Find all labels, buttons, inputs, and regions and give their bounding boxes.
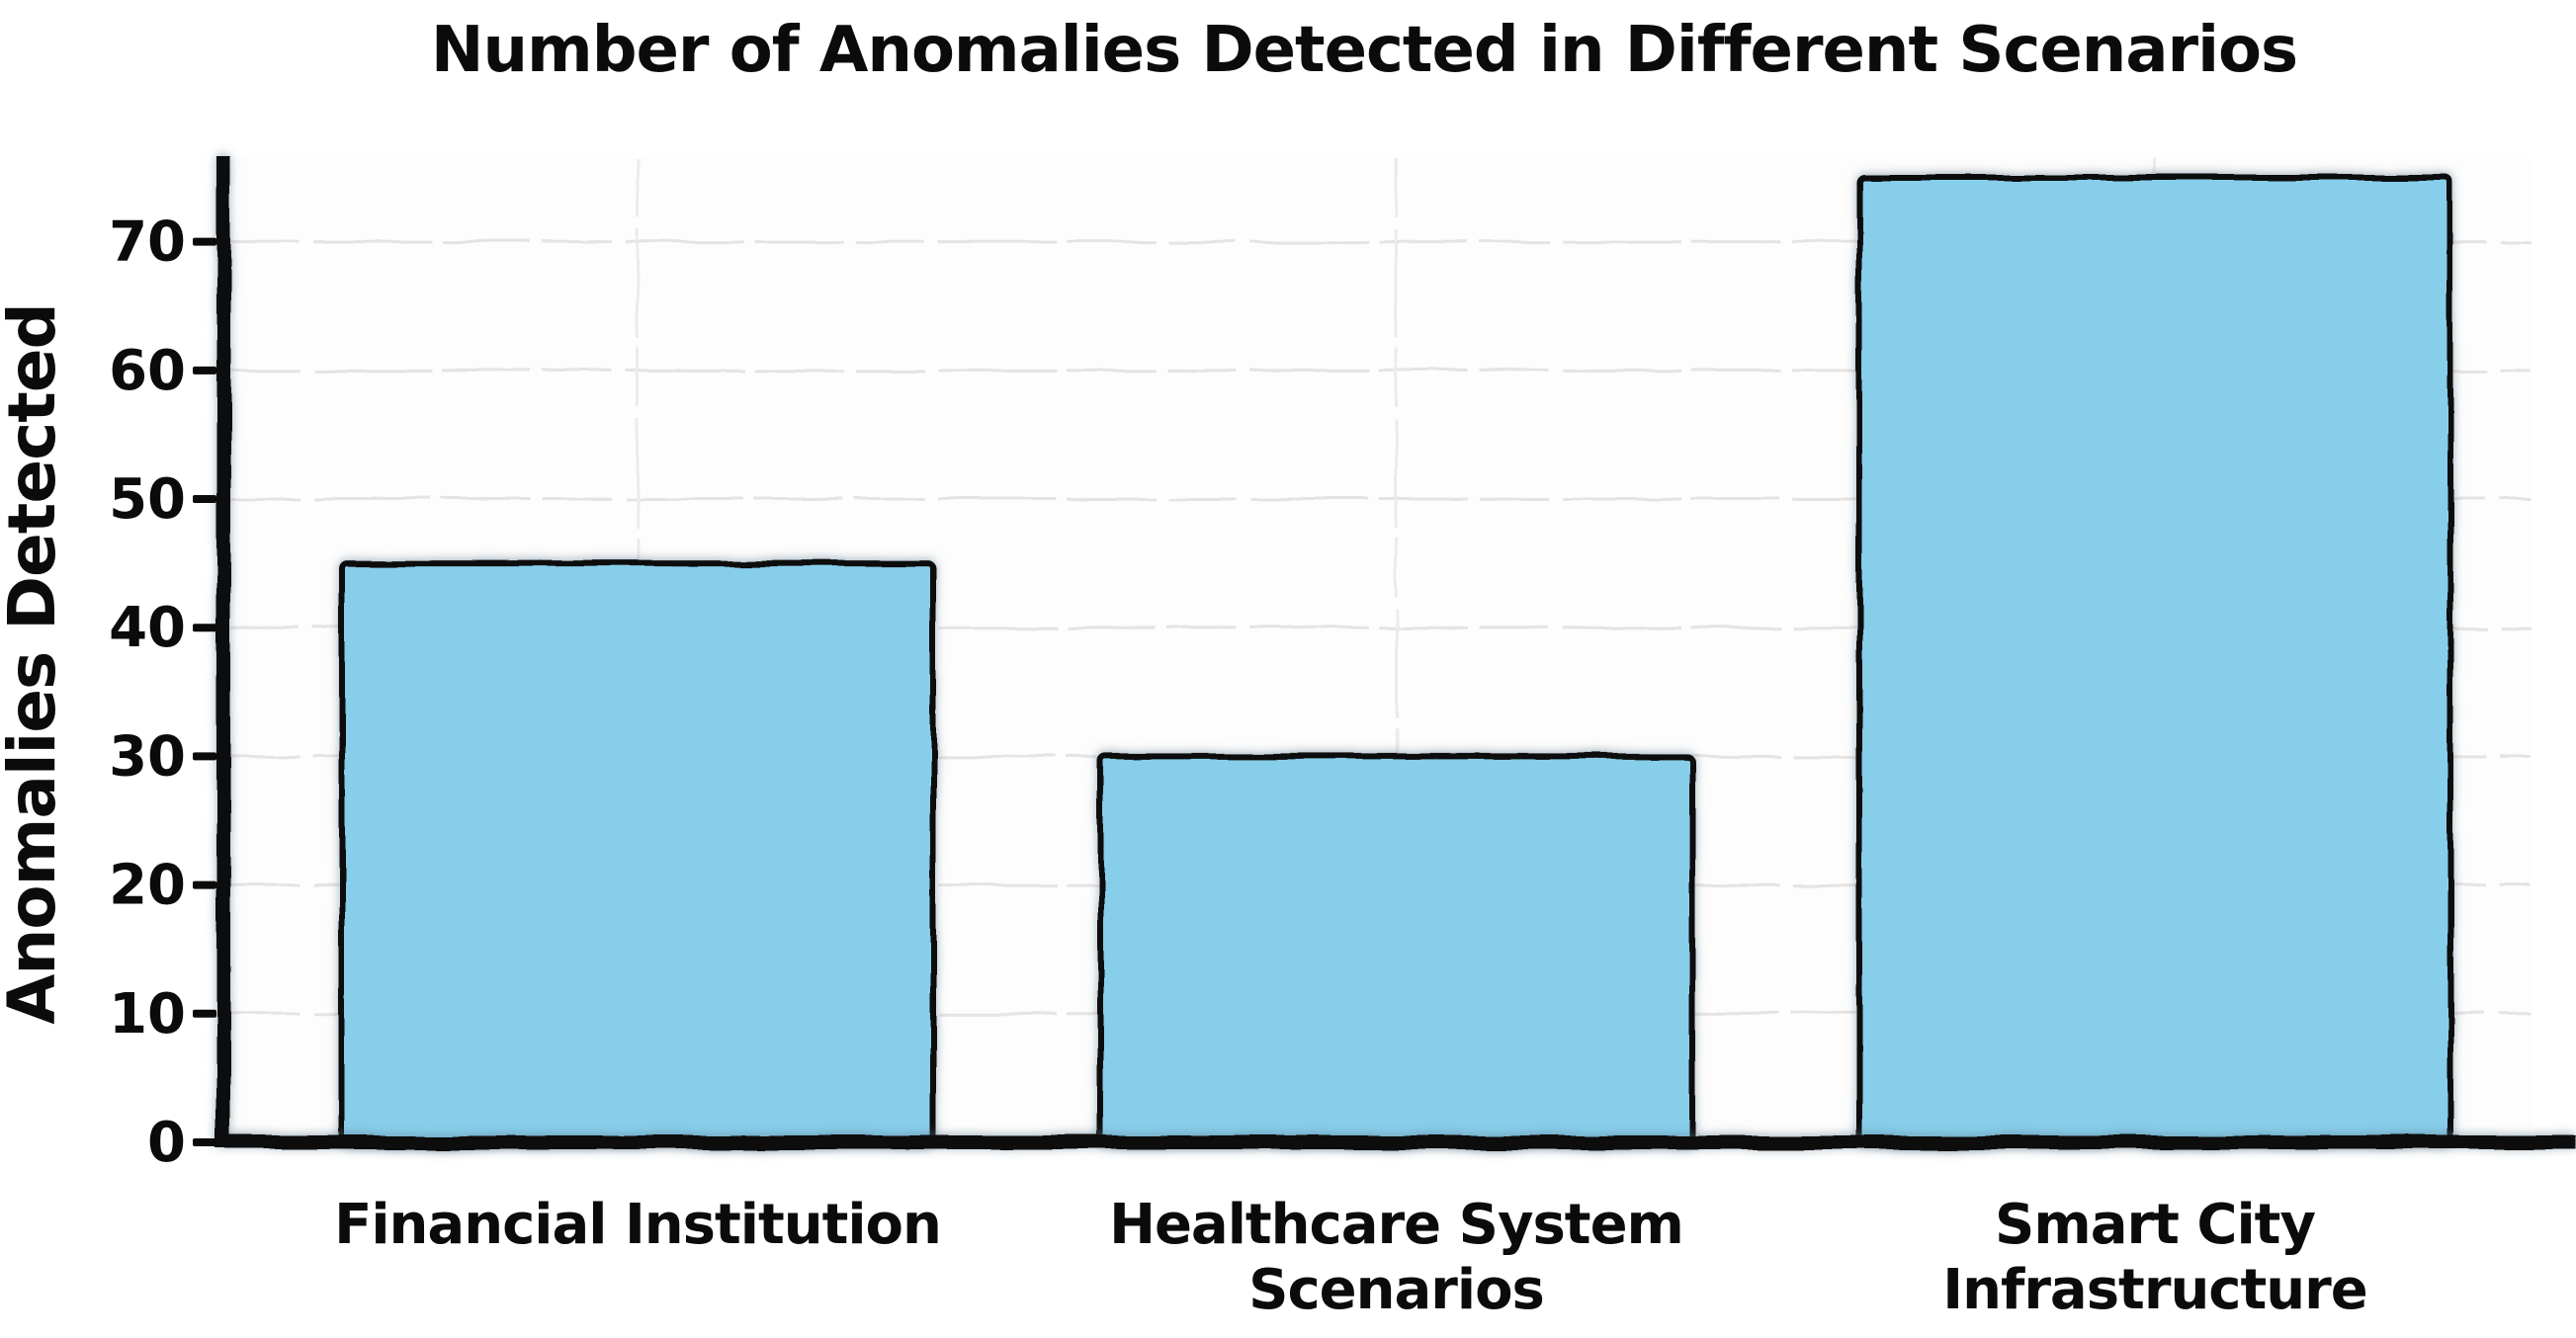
- y-tick-label: 70: [109, 210, 186, 275]
- axes: [216, 156, 2576, 1149]
- x-category-label: Financial Institution: [334, 1193, 941, 1257]
- x-category-label: Healthcare System Scenarios: [1109, 1193, 1683, 1322]
- y-tick-label: 20: [109, 854, 186, 918]
- x-category-labels: Financial Institution Healthcare System Sc…: [334, 1193, 2368, 1322]
- chart-title: Number of Anomalies Detected in Differen…: [431, 14, 2297, 87]
- bar: [1856, 174, 2453, 1149]
- y-tick-label: 30: [109, 724, 186, 789]
- bar: [339, 560, 936, 1149]
- y-tick-mark: [193, 237, 216, 246]
- y-tick-mark: [193, 880, 216, 889]
- y-tick-label: 10: [109, 982, 186, 1046]
- y-tick-mark: [193, 1009, 216, 1018]
- y-tick-label: 60: [109, 339, 186, 403]
- y-tick-labels: 0 10 20 30 40 50 60 70: [109, 210, 186, 1175]
- y-tick-mark: [193, 366, 216, 375]
- y-tick-mark: [193, 495, 216, 504]
- y-tick-mark: [193, 752, 216, 761]
- x-category-label: Smart City Infrastructure: [1942, 1193, 2367, 1322]
- y-tick-mark: [193, 1138, 216, 1146]
- y-tick-marks: [193, 237, 216, 1146]
- bar: [1097, 753, 1695, 1149]
- y-axis-spine: [216, 156, 230, 1144]
- y-axis-label: Anomalies Detected: [0, 303, 70, 1025]
- x-axis-spine: [216, 1135, 2576, 1149]
- y-tick-label: 50: [109, 467, 186, 532]
- y-tick-label: 40: [109, 596, 186, 660]
- y-tick-mark: [193, 624, 216, 632]
- y-tick-label: 0: [147, 1111, 186, 1175]
